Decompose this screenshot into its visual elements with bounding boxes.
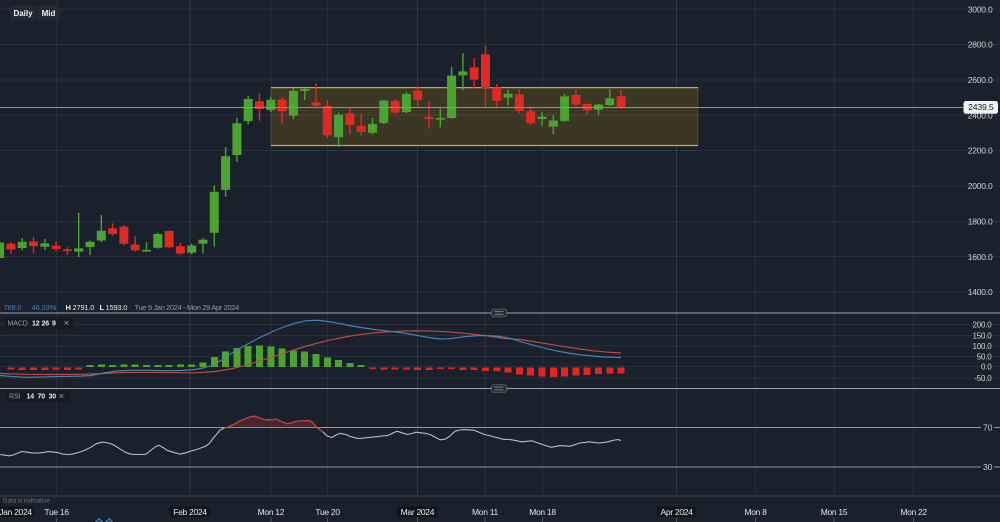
svg-text:70: 70: [38, 394, 46, 401]
svg-text:70: 70: [983, 423, 993, 433]
svg-text:L: L: [100, 303, 105, 312]
svg-text:Mon 8: Mon 8: [744, 507, 767, 517]
svg-text:100.0: 100.0: [972, 342, 992, 351]
svg-text:46.03%: 46.03%: [32, 303, 57, 312]
svg-text:RSI: RSI: [9, 394, 21, 401]
svg-text:200.0: 200.0: [972, 320, 992, 329]
svg-text:Mon 11: Mon 11: [472, 507, 498, 517]
svg-text:Tue 20: Tue 20: [315, 507, 340, 517]
svg-text:30: 30: [983, 462, 993, 472]
svg-text:3000.0: 3000.0: [968, 4, 993, 14]
svg-text:Jan 2024: Jan 2024: [0, 507, 32, 517]
svg-text:Tue 16: Tue 16: [44, 507, 69, 517]
svg-text:2400.0: 2400.0: [968, 110, 993, 120]
svg-text:1800.0: 1800.0: [968, 216, 993, 226]
svg-text:2791.0: 2791.0: [73, 303, 95, 312]
svg-text:2000.0: 2000.0: [968, 181, 993, 191]
svg-text:150.0: 150.0: [972, 332, 992, 341]
svg-text:2439.5: 2439.5: [968, 102, 994, 112]
svg-text:Tue 9 Jan 2024 - Mon 29 Apr 20: Tue 9 Jan 2024 - Mon 29 Apr 2024: [135, 303, 240, 312]
svg-text:1593.0: 1593.0: [106, 303, 128, 312]
svg-text:Feb 2024: Feb 2024: [173, 507, 207, 517]
svg-text:0.0: 0.0: [981, 363, 992, 372]
svg-text:Mar 2024: Mar 2024: [401, 507, 435, 517]
svg-text:Mon 18: Mon 18: [529, 507, 556, 517]
svg-text:1600.0: 1600.0: [968, 252, 993, 262]
svg-text:Apr 2024: Apr 2024: [661, 507, 694, 517]
svg-text:50.0: 50.0: [977, 352, 993, 361]
svg-text:Mon 15: Mon 15: [821, 507, 848, 517]
svg-text:✕: ✕: [59, 393, 65, 400]
svg-text:-50.0: -50.0: [974, 374, 992, 383]
svg-text:Mon 22: Mon 22: [900, 507, 927, 517]
svg-text:2600.0: 2600.0: [968, 75, 993, 85]
svg-text:1400.0: 1400.0: [968, 287, 993, 297]
svg-text:30: 30: [49, 394, 57, 401]
svg-text:Mid: Mid: [42, 9, 56, 18]
svg-text:✕: ✕: [64, 320, 70, 327]
svg-text:Daily: Daily: [13, 9, 33, 18]
svg-text:2200.0: 2200.0: [968, 146, 993, 156]
svg-text:MACD: MACD: [8, 321, 28, 328]
svg-text:26: 26: [42, 321, 50, 328]
svg-text:12: 12: [32, 321, 40, 328]
svg-text:Data is indicative: Data is indicative: [3, 497, 50, 504]
svg-text:9: 9: [52, 321, 56, 328]
svg-text:Mon 12: Mon 12: [258, 507, 285, 517]
svg-text:769.0: 769.0: [4, 303, 22, 312]
svg-text:2800.0: 2800.0: [968, 40, 993, 50]
svg-text:H: H: [66, 303, 71, 312]
svg-text:14: 14: [27, 394, 35, 401]
